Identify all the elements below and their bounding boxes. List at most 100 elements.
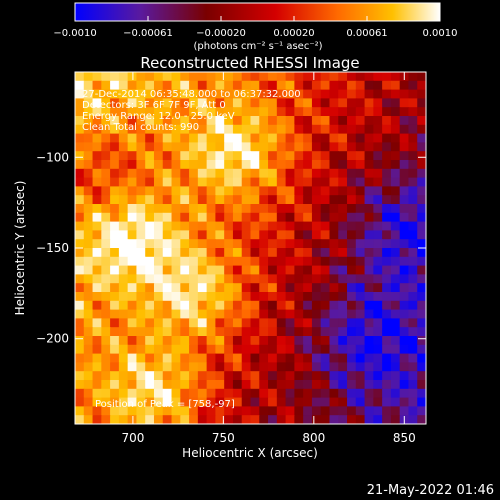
heatmap-cell: [373, 89, 383, 99]
heatmap-cell: [329, 195, 339, 205]
heatmap-cell: [268, 230, 278, 240]
heatmap-cell: [215, 177, 225, 187]
heatmap-cell: [101, 168, 111, 179]
heatmap-cell: [101, 177, 111, 187]
heatmap-cell: [364, 124, 374, 135]
heatmap-cell: [162, 318, 173, 328]
heatmap-cell: [408, 160, 418, 170]
heatmap-cell: [224, 212, 234, 223]
heatmap-cell: [250, 186, 260, 196]
heatmap-cell: [171, 327, 181, 337]
heatmap-cell: [197, 380, 208, 390]
heatmap-cell: [224, 380, 234, 390]
heatmap-cell: [294, 221, 304, 231]
heatmap-cell: [355, 256, 366, 267]
heatmap-cell: [294, 72, 304, 82]
heatmap-cell: [364, 256, 374, 267]
heatmap-cell: [347, 133, 357, 143]
heatmap-cell: [101, 415, 111, 424]
heatmap-cell: [232, 72, 243, 82]
heatmap-cell: [355, 309, 366, 319]
heatmap-cell: [118, 116, 129, 126]
heatmap-cell: [232, 336, 243, 346]
heatmap-cell: [83, 80, 94, 91]
heatmap-cell: [127, 388, 138, 399]
heatmap-cell: [101, 380, 111, 390]
heatmap-cell: [127, 116, 138, 126]
heatmap-cell: [232, 239, 243, 249]
heatmap-cell: [92, 230, 102, 240]
heatmap-cell: [118, 72, 129, 82]
heatmap-cell: [259, 89, 269, 99]
heatmap-cell: [329, 204, 339, 214]
heatmap-cell: [189, 388, 199, 399]
heatmap-cell: [382, 283, 392, 293]
heatmap-cell: [259, 239, 269, 249]
heatmap-cell: [259, 300, 269, 311]
heatmap-cell: [197, 344, 208, 355]
heatmap-cell: [215, 195, 225, 205]
heatmap-cell: [189, 212, 199, 223]
heatmap-cell: [250, 274, 260, 284]
heatmap-cell: [390, 300, 401, 311]
heatmap-cell: [171, 107, 181, 117]
x-tick-label-0: 700: [121, 431, 144, 445]
heatmap-cell: [355, 212, 366, 223]
heatmap-cell: [311, 72, 322, 82]
heatmap-cell: [145, 362, 155, 372]
heatmap-cell: [162, 353, 173, 363]
heatmap-cell: [145, 300, 155, 311]
heatmap-cell: [294, 160, 304, 170]
heatmap-cell: [417, 89, 426, 99]
heatmap-cell: [311, 124, 322, 135]
heatmap-cell: [101, 204, 111, 214]
heatmap-cell: [268, 89, 278, 99]
heatmap-cell: [232, 248, 243, 258]
heatmap-cell: [408, 72, 418, 82]
heatmap-cell: [259, 107, 269, 117]
heatmap-cell: [224, 133, 234, 143]
heatmap-cell: [320, 98, 331, 108]
heatmap-cell: [417, 397, 426, 407]
heatmap-cell: [382, 327, 392, 337]
chart-title: Reconstructed RHESSI Image: [140, 54, 359, 72]
heatmap-cell: [338, 72, 348, 82]
heatmap-cell: [285, 371, 295, 381]
heatmap-cell: [268, 124, 278, 135]
heatmap-cell: [268, 239, 278, 249]
heatmap-cell: [373, 327, 383, 337]
heatmap-cell: [101, 142, 111, 152]
heatmap-cell: [347, 309, 357, 319]
heatmap-cell: [127, 107, 138, 117]
heatmap-cell: [294, 380, 304, 390]
heatmap-cell: [197, 116, 208, 126]
heatmap-cell: [285, 230, 295, 240]
heatmap-cell: [285, 212, 295, 223]
heatmap-cell: [136, 133, 146, 143]
heatmap-cell: [197, 107, 208, 117]
heatmap-cell: [189, 116, 199, 126]
heatmap-cell: [136, 80, 146, 91]
heatmap-cell: [276, 107, 287, 117]
heatmap-cell: [311, 353, 322, 363]
heatmap-cell: [276, 300, 287, 311]
heatmap-cell: [311, 248, 322, 258]
heatmap-cell: [232, 204, 243, 214]
heatmap-cell: [162, 397, 173, 407]
heatmap-cell: [364, 265, 374, 275]
heatmap-cell: [215, 300, 225, 311]
heatmap-cell: [118, 168, 129, 179]
heatmap-cell: [110, 362, 120, 372]
heatmap-cell: [338, 248, 348, 258]
heatmap-cell: [250, 388, 260, 399]
heatmap-cell: [75, 230, 85, 240]
heatmap-cell: [83, 107, 94, 117]
heatmap-cell: [382, 309, 392, 319]
heatmap-cell: [75, 168, 85, 179]
y-tick-label-2: −200: [36, 332, 69, 346]
heatmap-cell: [206, 80, 217, 91]
heatmap-cell: [92, 397, 102, 407]
heatmap-cell: [364, 318, 374, 328]
heatmap-cell: [215, 168, 225, 179]
heatmap-cell: [206, 160, 217, 170]
